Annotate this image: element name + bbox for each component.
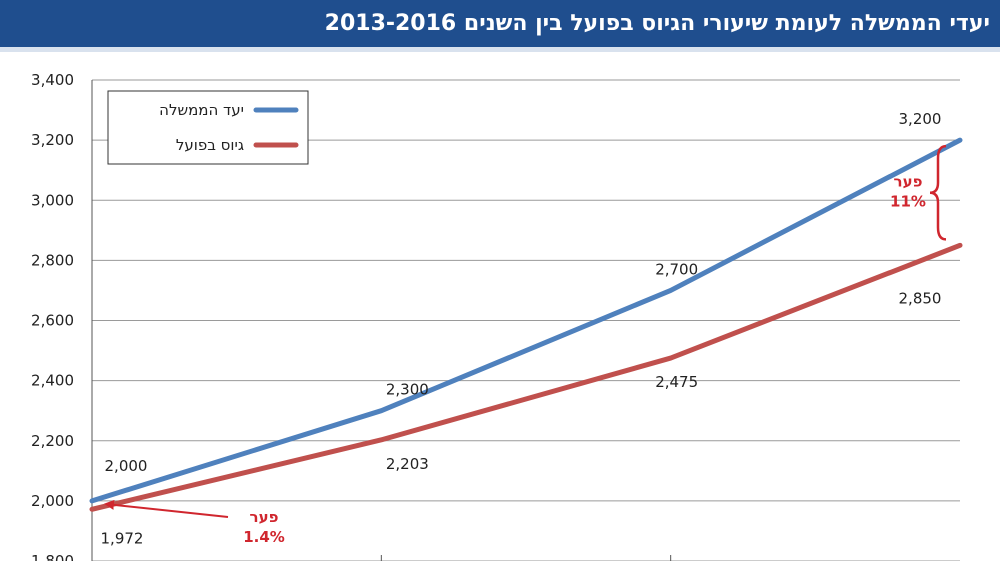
legend-label: יעד הממשלה <box>159 101 244 119</box>
gap-annotations: פער 1.4% פער 11% <box>104 144 947 546</box>
gap-value: 1.4% <box>243 528 285 546</box>
y-tick-label: 2,800 <box>31 251 74 269</box>
data-label: 2,300 <box>386 381 429 399</box>
data-label: 2,700 <box>655 260 698 278</box>
y-tick-label: 2,400 <box>31 372 74 390</box>
series-layer <box>89 137 963 512</box>
series-line-actual <box>89 242 963 512</box>
data-label: 2,850 <box>899 289 942 307</box>
gap-arrow <box>104 499 229 518</box>
data-labels: 2,000 2,300 2,700 3,200 1,972 2,203 2,475 2,850 <box>101 110 942 547</box>
y-tick-label: 3,200 <box>31 131 74 149</box>
gap-word: פער <box>250 508 279 526</box>
y-tick-label: 2,000 <box>31 492 74 510</box>
legend-label: גיוס בפועל <box>176 136 244 154</box>
data-label: 2,475 <box>655 373 698 391</box>
gridlines <box>92 79 960 561</box>
data-label: 3,200 <box>899 110 942 128</box>
y-tick-label: 3,000 <box>31 191 74 209</box>
y-tick-label: 3,400 <box>31 71 74 89</box>
data-label: 2,203 <box>386 455 429 473</box>
gap-word: פער <box>894 173 923 191</box>
legend-box <box>107 90 309 165</box>
y-tick-label: 1,800 <box>31 552 74 561</box>
title-divider <box>0 47 1000 52</box>
data-label: 2,000 <box>105 457 148 475</box>
data-label: 1,972 <box>101 529 144 547</box>
title-bar: יעדי הממשלה לעומת שיעורי הגיוס בפועל בין… <box>0 0 1000 47</box>
chart-title: יעדי הממשלה לעומת שיעורי הגיוס בפועל בין… <box>324 11 990 36</box>
gap-brace <box>929 144 947 241</box>
gap-value: 11% <box>890 193 926 211</box>
axes: 1,800 2,000 2,200 2,400 2,600 2,800 3,000 3,200… <box>31 71 672 561</box>
y-tick-label: 2,600 <box>31 312 74 330</box>
series-line-target <box>89 137 963 504</box>
y-tick-label: 2,200 <box>31 432 74 450</box>
legend: יעד הממשלה גיוס בפועל <box>107 90 309 165</box>
